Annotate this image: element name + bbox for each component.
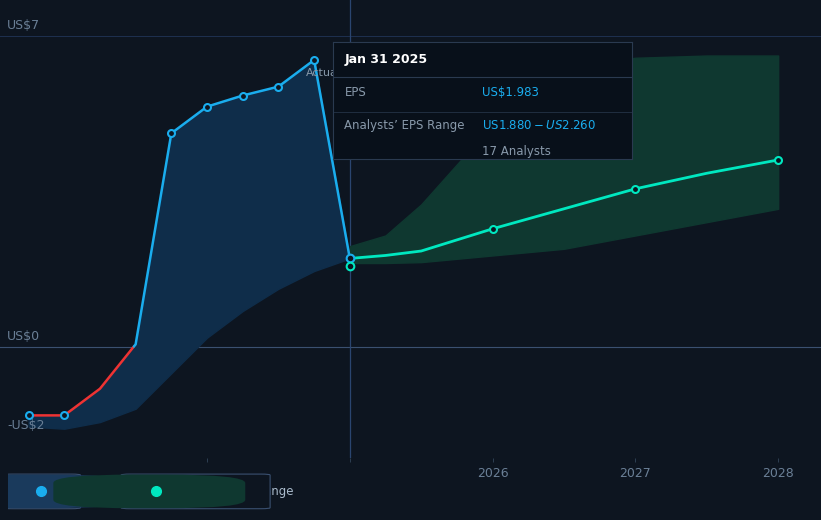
Text: US$1.880 - US$2.260: US$1.880 - US$2.260: [483, 119, 596, 132]
Text: US$7: US$7: [7, 19, 40, 32]
Text: Analysts Forecasts: Analysts Forecasts: [367, 68, 470, 78]
Text: Analysts’ EPS Range: Analysts’ EPS Range: [173, 485, 294, 498]
FancyBboxPatch shape: [53, 475, 245, 508]
Text: Jan 31 2025: Jan 31 2025: [345, 53, 428, 66]
Text: US$1.983: US$1.983: [483, 86, 539, 99]
Text: Actual: Actual: [306, 68, 342, 78]
Text: US$0: US$0: [7, 330, 40, 343]
Text: -US$2: -US$2: [7, 419, 44, 432]
Text: Analysts’ EPS Range: Analysts’ EPS Range: [345, 119, 465, 132]
FancyBboxPatch shape: [0, 475, 128, 508]
FancyBboxPatch shape: [3, 474, 80, 509]
Text: EPS: EPS: [53, 485, 75, 498]
Text: EPS: EPS: [345, 86, 366, 99]
FancyBboxPatch shape: [122, 474, 270, 509]
Text: 17 Analysts: 17 Analysts: [483, 145, 551, 158]
